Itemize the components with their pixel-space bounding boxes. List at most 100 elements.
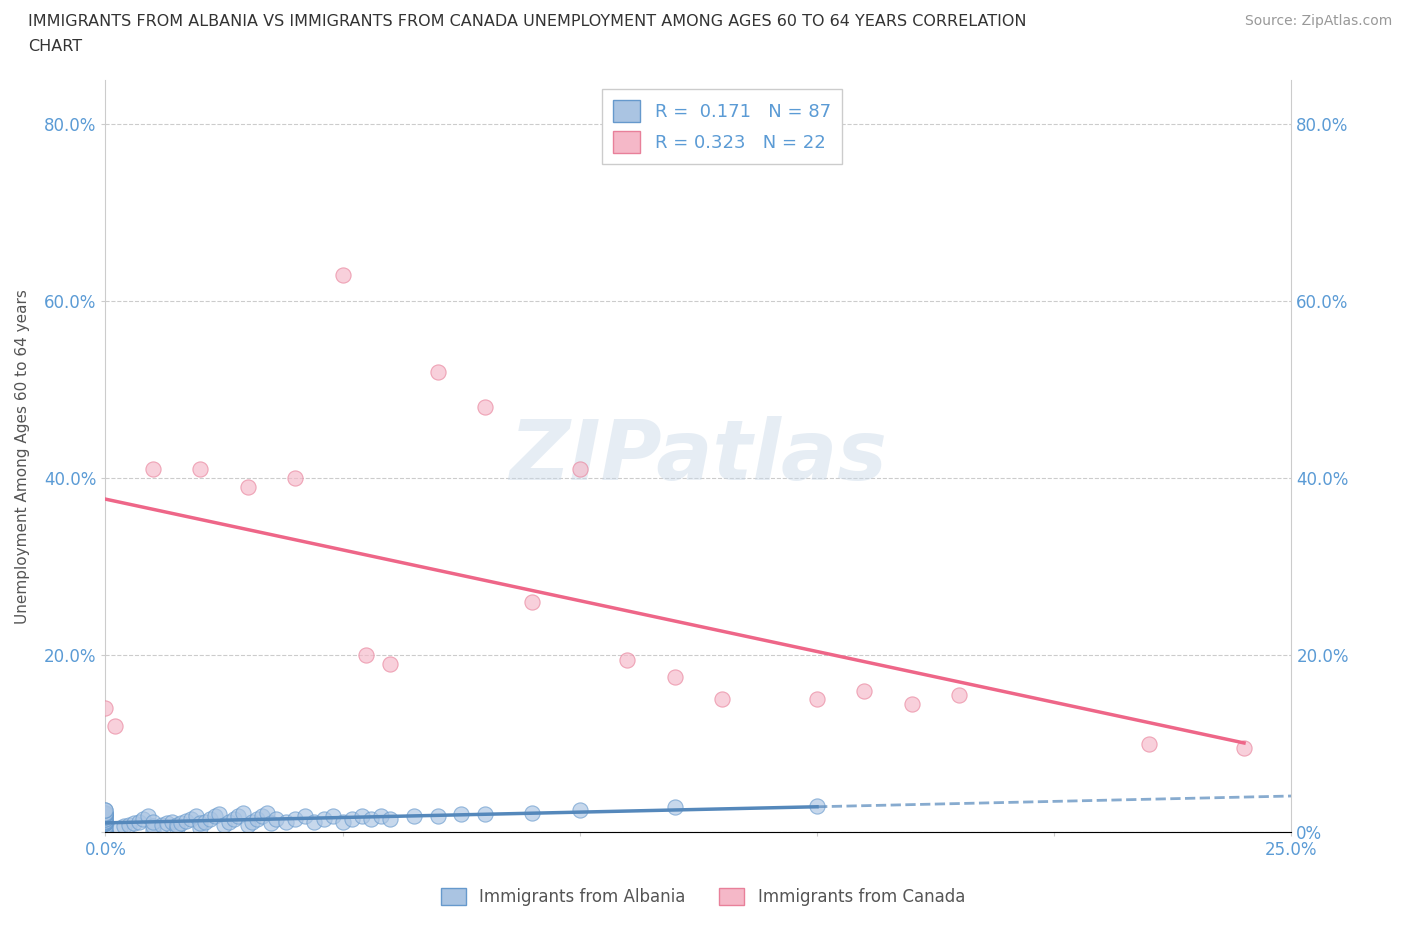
Point xyxy=(426,365,449,379)
Point xyxy=(378,657,401,671)
Point xyxy=(302,814,325,829)
Point xyxy=(94,825,117,840)
Point xyxy=(170,816,193,830)
Point xyxy=(208,807,231,822)
Point xyxy=(474,400,496,415)
Point xyxy=(94,816,117,830)
Point xyxy=(806,692,828,707)
Point xyxy=(1137,737,1160,751)
Point xyxy=(948,687,970,702)
Point xyxy=(94,820,117,835)
Point xyxy=(806,798,828,813)
Point xyxy=(94,813,117,828)
Point xyxy=(568,803,591,817)
Point xyxy=(94,810,117,825)
Point xyxy=(232,805,254,820)
Point xyxy=(378,812,401,827)
Point xyxy=(94,814,117,829)
Point xyxy=(853,684,876,698)
Point xyxy=(142,462,165,477)
Point xyxy=(356,648,378,663)
Point xyxy=(136,809,159,824)
Point xyxy=(142,822,165,837)
Point xyxy=(184,809,207,824)
Point xyxy=(522,805,544,820)
Point xyxy=(246,812,269,827)
Point xyxy=(474,807,496,822)
Point xyxy=(360,812,382,827)
Point xyxy=(156,816,179,830)
Point xyxy=(94,807,117,822)
Point xyxy=(294,809,316,824)
Text: ZIPatlas: ZIPatlas xyxy=(509,416,887,497)
Point xyxy=(226,809,249,824)
Point xyxy=(94,812,117,827)
Point xyxy=(94,813,117,828)
Point xyxy=(212,817,235,832)
Point xyxy=(94,816,117,830)
Text: Source: ZipAtlas.com: Source: ZipAtlas.com xyxy=(1244,14,1392,28)
Point xyxy=(118,817,141,832)
Point xyxy=(166,820,188,835)
Point xyxy=(94,803,117,817)
Point xyxy=(312,812,335,827)
Point xyxy=(94,812,117,827)
Point xyxy=(112,818,135,833)
Point xyxy=(128,814,150,829)
Point xyxy=(142,814,165,829)
Point xyxy=(94,809,117,824)
Point xyxy=(204,809,226,824)
Point xyxy=(222,812,245,827)
Point xyxy=(194,814,217,829)
Point xyxy=(94,701,117,716)
Point xyxy=(180,812,202,827)
Point xyxy=(94,803,117,817)
Point xyxy=(142,818,165,833)
Point xyxy=(94,825,117,840)
Point xyxy=(188,820,211,835)
Point xyxy=(664,800,686,815)
Point xyxy=(94,816,117,830)
Point xyxy=(236,817,259,832)
Point xyxy=(188,462,211,477)
Point xyxy=(274,814,297,829)
Point xyxy=(94,825,117,840)
Point xyxy=(901,697,924,711)
Point xyxy=(174,813,197,828)
Point xyxy=(94,807,117,822)
Point xyxy=(332,814,354,829)
Point xyxy=(711,692,734,707)
Point xyxy=(166,817,188,832)
Point xyxy=(284,812,307,827)
Point xyxy=(94,814,117,829)
Point xyxy=(160,814,183,829)
Y-axis label: Unemployment Among Ages 60 to 64 years: Unemployment Among Ages 60 to 64 years xyxy=(15,288,30,624)
Point xyxy=(664,670,686,684)
Point xyxy=(522,594,544,609)
Point xyxy=(256,805,278,820)
Point xyxy=(426,809,449,824)
Point xyxy=(122,816,145,830)
Point xyxy=(94,825,117,840)
Point xyxy=(94,816,117,830)
Point xyxy=(150,817,173,832)
Point xyxy=(450,807,472,822)
Point xyxy=(236,480,259,495)
Point xyxy=(402,809,425,824)
Point xyxy=(94,818,117,833)
Point xyxy=(94,807,117,822)
Point xyxy=(94,825,117,840)
Point xyxy=(94,805,117,820)
Point xyxy=(350,809,373,824)
Point xyxy=(616,652,638,667)
Point xyxy=(370,809,392,824)
Point xyxy=(218,814,240,829)
Point xyxy=(108,820,131,835)
Point xyxy=(332,267,354,282)
Point xyxy=(284,471,307,485)
Point xyxy=(94,805,117,820)
Point xyxy=(340,812,363,827)
Legend: Immigrants from Albania, Immigrants from Canada: Immigrants from Albania, Immigrants from… xyxy=(434,881,972,912)
Point xyxy=(264,812,287,827)
Point xyxy=(94,820,117,835)
